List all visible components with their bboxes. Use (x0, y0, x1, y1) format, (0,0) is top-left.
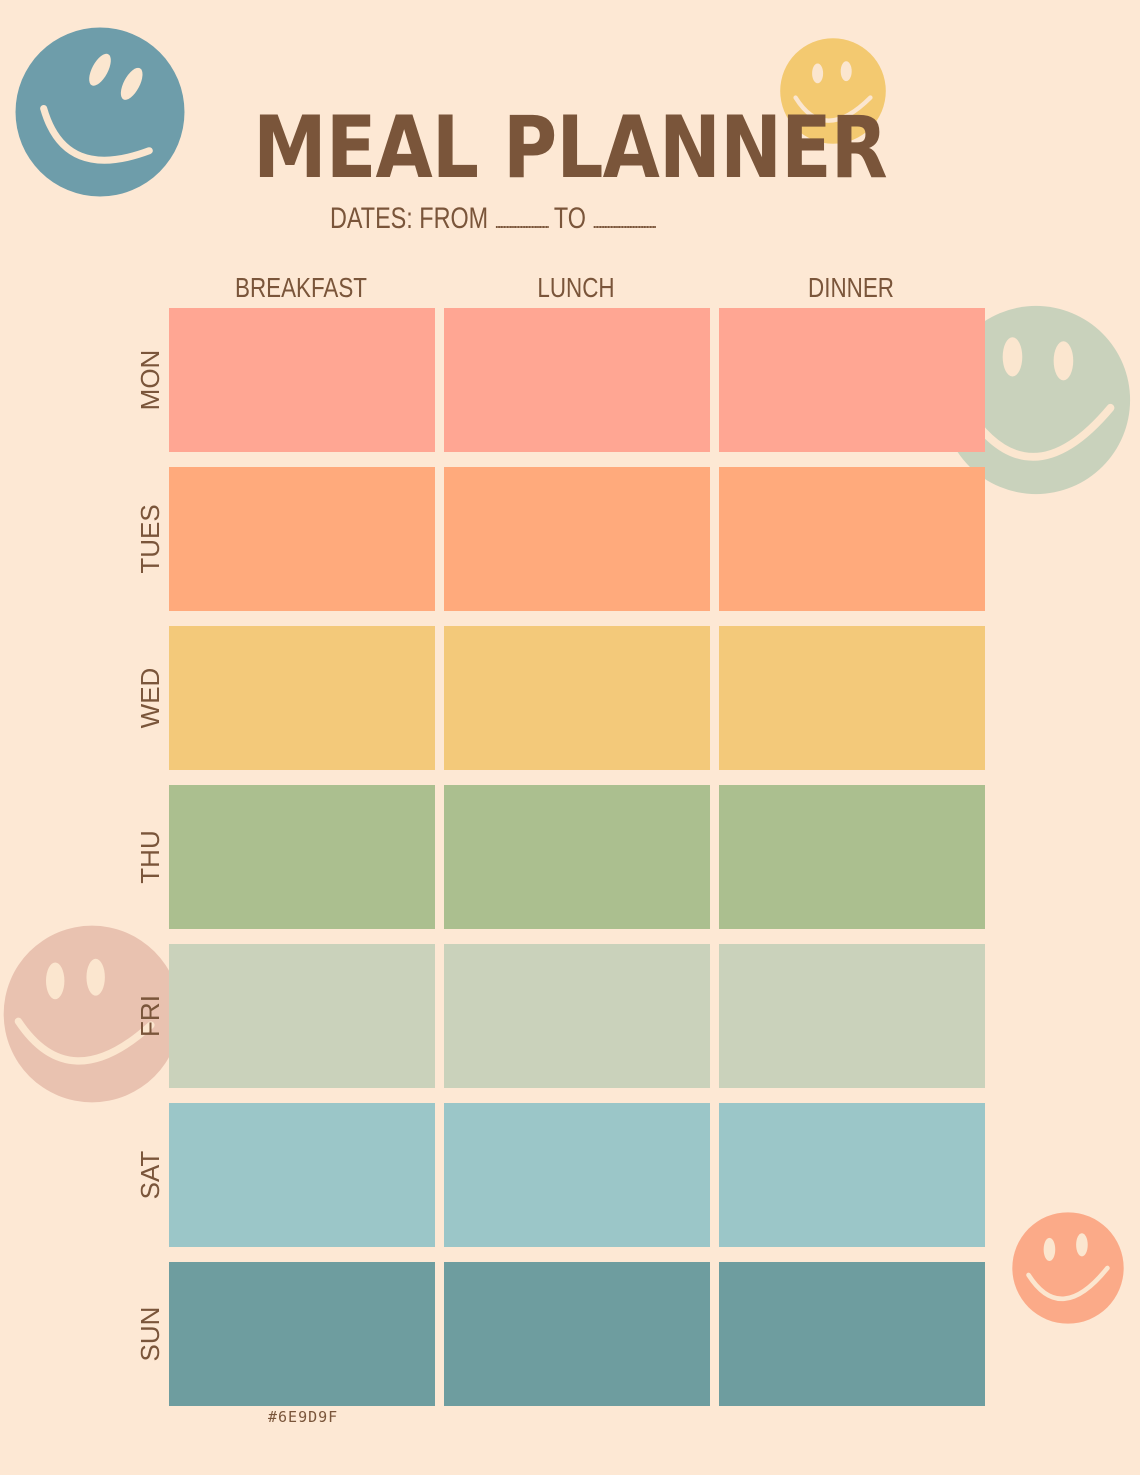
dates-row: DATES: FROM ............................… (330, 202, 720, 242)
hex-color-note: #6E9D9F (268, 1408, 339, 1426)
meal-cell-sun-lunch[interactable] (444, 1262, 710, 1406)
column-header-breakfast: BREAKFAST (235, 272, 367, 303)
meal-cell-tues-dinner[interactable] (719, 467, 985, 611)
meal-cell-wed-lunch[interactable] (444, 626, 710, 770)
meal-cell-wed-breakfast[interactable] (169, 626, 435, 770)
day-label-fri: FRI (135, 994, 165, 1037)
smiley-face-icon (12, 24, 188, 200)
smiley-face-icon (1010, 1210, 1126, 1326)
meal-cell-mon-breakfast[interactable] (169, 308, 435, 452)
day-label-sun: SUN (135, 1306, 165, 1361)
meal-cell-thu-dinner[interactable] (719, 785, 985, 929)
meal-cell-fri-breakfast[interactable] (169, 944, 435, 1088)
meal-cell-thu-lunch[interactable] (444, 785, 710, 929)
dates-to-label: TO (553, 202, 586, 235)
day-label-mon: MON (135, 349, 165, 410)
day-label-thu: THU (135, 829, 165, 884)
meal-cell-tues-lunch[interactable] (444, 467, 710, 611)
meal-cell-thu-breakfast[interactable] (169, 785, 435, 929)
meal-cell-mon-lunch[interactable] (444, 308, 710, 452)
meal-cell-sat-breakfast[interactable] (169, 1103, 435, 1247)
smiley-face-icon (938, 302, 1134, 498)
smiley-face-icon (778, 36, 888, 146)
column-header-dinner: DINNER (808, 272, 894, 303)
column-header-lunch: LUNCH (537, 272, 615, 303)
dates-from-label: DATES: FROM (330, 202, 489, 235)
meal-cell-sun-breakfast[interactable] (169, 1262, 435, 1406)
meal-cell-tues-breakfast[interactable] (169, 467, 435, 611)
meal-cell-sat-dinner[interactable] (719, 1103, 985, 1247)
meal-cell-wed-dinner[interactable] (719, 626, 985, 770)
dates-from-field[interactable]: .................................. (494, 212, 550, 232)
day-label-tues: TUES (135, 503, 165, 574)
meal-cell-mon-dinner[interactable] (719, 308, 985, 452)
day-label-sat: SAT (135, 1150, 165, 1199)
meal-cell-fri-dinner[interactable] (719, 944, 985, 1088)
smiley-face-icon (0, 922, 184, 1106)
page-title: MEAL PLANNER (253, 98, 888, 198)
day-label-wed: WED (135, 667, 165, 728)
meal-cell-sun-dinner[interactable] (719, 1262, 985, 1406)
meal-cell-fri-lunch[interactable] (444, 944, 710, 1088)
meal-cell-sat-lunch[interactable] (444, 1103, 710, 1247)
dates-to-field[interactable]: ........................................ (592, 212, 657, 232)
